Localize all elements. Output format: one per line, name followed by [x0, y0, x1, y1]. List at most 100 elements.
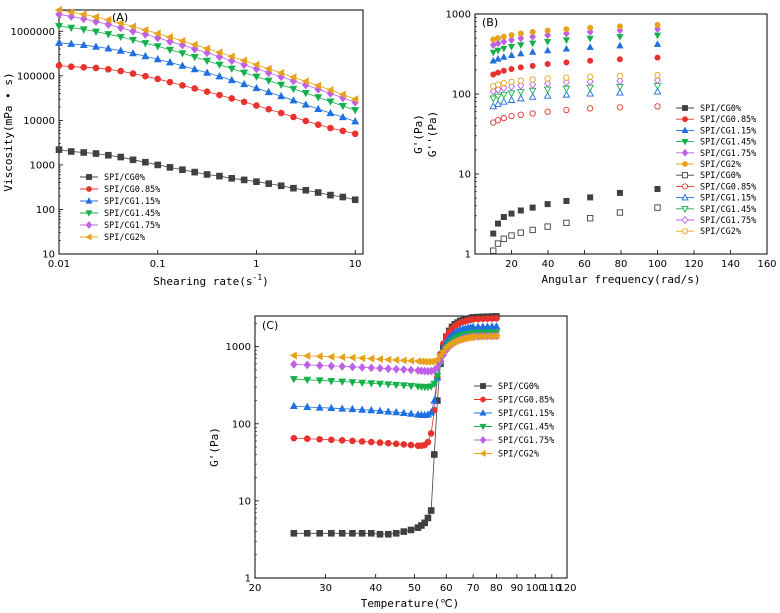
- panel-c-legend-marker: [479, 423, 487, 431]
- panel-a-data-point: [80, 149, 88, 156]
- panel-b-xtick-label: 60: [578, 259, 591, 270]
- panel-a-data-point: [79, 40, 88, 49]
- panel-b-data-point: [494, 69, 501, 76]
- panel-a-legend-marker: [85, 221, 93, 229]
- panel-c-data-point: [407, 526, 415, 534]
- panel-b-series-line: [493, 58, 657, 75]
- panel-a-data-point: [129, 156, 137, 164]
- panel-c-data-point: [436, 351, 444, 359]
- panel-a-ytick-label: 100: [36, 205, 55, 216]
- panel-c-xlabel: Temperature(℃): [361, 597, 459, 610]
- panel-a-data-point: [129, 49, 137, 57]
- panel-b-data-point: [544, 201, 551, 208]
- panel-c-data-point: [348, 404, 357, 413]
- panel-c-legend-marker: [479, 450, 486, 457]
- panel-a-frame: [58, 9, 364, 255]
- panel-c-data-point: [376, 439, 384, 446]
- panel-c-data-point: [424, 514, 432, 522]
- panel-b-data-point: [543, 86, 552, 94]
- panel-c-data-point: [392, 381, 401, 390]
- panel-a-ytick-label: 1000000: [10, 27, 55, 38]
- panel-c-data-point: [338, 437, 346, 444]
- panel-a-data-point: [55, 146, 63, 153]
- panel-c-xtick-label: 110: [542, 583, 561, 594]
- panel-c-legend-label: SPI/CG1.15%: [498, 409, 554, 419]
- panel-b-ytick-label: 1: [465, 250, 471, 261]
- panel-c-legend-marker: [479, 436, 487, 444]
- panel-b-data-point: [500, 83, 508, 93]
- panel-b-data-point: [654, 72, 661, 79]
- panel-a-data-point: [67, 39, 76, 47]
- panel-b-data-point: [489, 49, 497, 57]
- panel-c-data-point: [407, 382, 415, 391]
- panel-c-data-point: [290, 359, 298, 369]
- panel-c-data-point: [376, 530, 384, 538]
- panel-a-data-point: [128, 22, 137, 31]
- panel-c-data-point: [349, 437, 356, 445]
- panel-b-data-point: [529, 32, 537, 41]
- panel-c-data-point: [392, 364, 400, 374]
- panel-b-data-point: [616, 72, 624, 80]
- panel-b-data-point: [494, 39, 502, 48]
- panel-b-data-point: [654, 21, 661, 28]
- panel-b-xtick-label: 100: [648, 259, 667, 270]
- panel-b-data-point: [507, 95, 516, 103]
- panel-c-ylabel: G'(Pa): [208, 427, 221, 467]
- panel-b-data-point: [494, 240, 502, 247]
- panel-c-data-point: [400, 528, 408, 535]
- panel-a-ylabel: Viscosity(mPa • s): [2, 72, 15, 191]
- panel-b-data-point: [499, 97, 508, 105]
- panel-a-data-point: [253, 102, 260, 109]
- panel-c-data-point: [348, 379, 357, 387]
- panel-a-data-point: [240, 79, 249, 88]
- panel-c-data-point: [427, 507, 435, 514]
- panel-a-data-point: [178, 36, 186, 45]
- panel-c-series: [289, 322, 501, 419]
- panel-c-xtick-label: 40: [369, 583, 382, 594]
- panel-b-data-point: [563, 197, 570, 204]
- panel-c-data-point: [392, 529, 400, 537]
- panel-a-data-point: [153, 29, 161, 38]
- panel-a-data-point: [338, 90, 346, 99]
- panel-a-data-point: [92, 28, 100, 36]
- panel-c-xtick-label: 90: [511, 583, 524, 594]
- panel-b-xlabel: Angular frequency(rad/s): [542, 273, 701, 286]
- panel-c-data-point: [392, 440, 400, 448]
- panel-c-ytick-label: 1: [245, 574, 251, 585]
- panel-b-data-point: [586, 35, 594, 43]
- panel-b-data-point: [528, 92, 537, 100]
- panel-a-data-point: [338, 102, 347, 111]
- panel-c-data-point: [427, 408, 436, 416]
- panel-a-legend-label: SPI/CG2%: [104, 233, 145, 243]
- panel-b-data-point: [508, 78, 515, 85]
- panel-a-legend-label: SPI/CG0%: [104, 173, 145, 183]
- panel-b-data-point: [494, 35, 501, 42]
- panel-a-data-point: [327, 191, 334, 199]
- panel-b-data-point: [494, 47, 502, 55]
- panel-c-data-point: [327, 361, 336, 371]
- panel-b-xtick-label: 40: [542, 259, 555, 270]
- panel-b-legend-marker: [681, 228, 689, 235]
- panel-a-data-point: [190, 40, 198, 49]
- panel-a-data-point: [351, 107, 360, 115]
- panel-a-data-point: [141, 40, 150, 48]
- panel-a-series: [55, 146, 359, 204]
- panel-a-data-point: [277, 91, 286, 100]
- panel-a-data-point: [227, 75, 236, 84]
- panel-c-data-point: [407, 365, 415, 375]
- panel-b-data-point: [587, 57, 594, 64]
- panel-c-data-point: [430, 451, 438, 458]
- panel-c-xtick-label: 50: [408, 583, 421, 594]
- panel-c-data-point: [327, 352, 335, 361]
- panel-b-data-point: [507, 82, 516, 91]
- panel-a-data-point: [314, 189, 322, 196]
- panel-b-data-point: [517, 42, 525, 49]
- panel-a-data-point: [154, 75, 162, 83]
- panel-a-data-point: [351, 117, 360, 125]
- panel-a-data-point: [116, 33, 125, 42]
- panel-a-legend-marker: [86, 174, 92, 180]
- panel-a-xtick-label: 1: [253, 259, 259, 270]
- panel-c-data-point: [469, 322, 478, 331]
- panel-b-legend-label: SPI/CG2%: [700, 227, 741, 237]
